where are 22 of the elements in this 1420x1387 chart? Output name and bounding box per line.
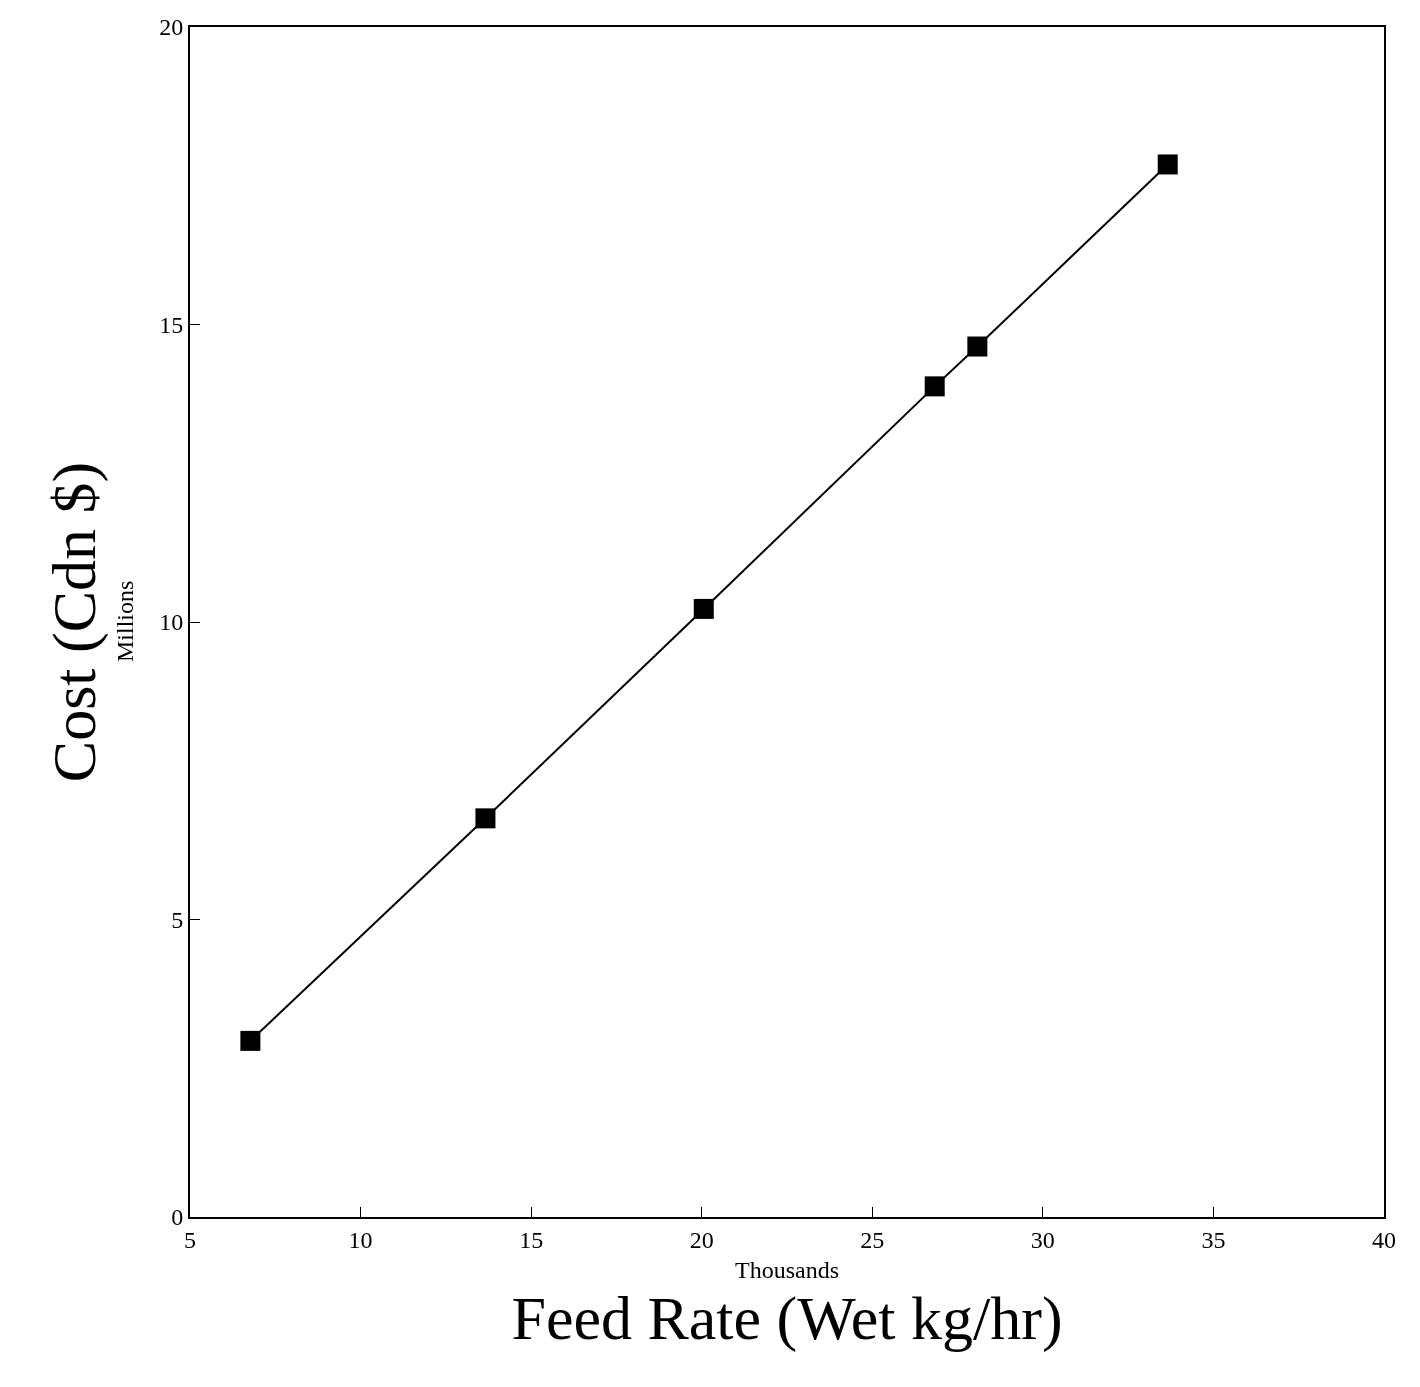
y-axis-title: Cost (Cdn $) <box>39 461 109 783</box>
point <box>967 336 988 357</box>
text: Thousands <box>735 1257 839 1283</box>
x-tick-label: 35 <box>1201 1226 1226 1253</box>
x-tick-label: 30 <box>1030 1226 1055 1253</box>
x-tick-label: 10 <box>348 1226 373 1253</box>
x-tick-label: 20 <box>689 1226 714 1253</box>
point <box>475 808 496 829</box>
y-tick-label: 5 <box>171 906 184 933</box>
x-tick-label: 40 <box>1372 1226 1396 1253</box>
point <box>924 376 945 397</box>
x-tick-label: 25 <box>860 1226 885 1253</box>
y-tick-label: 20 <box>159 14 184 41</box>
point <box>693 598 714 619</box>
y-tick-label: 0 <box>171 1204 184 1231</box>
point <box>1157 154 1178 175</box>
text: Millions <box>112 580 138 662</box>
y-tick-label: 15 <box>159 311 184 338</box>
point <box>240 1030 261 1051</box>
x-axis-title: Feed Rate (Wet kg/hr) <box>511 1284 1063 1354</box>
y-tick-label: 10 <box>159 609 184 636</box>
x-tick-label: 15 <box>519 1226 544 1253</box>
